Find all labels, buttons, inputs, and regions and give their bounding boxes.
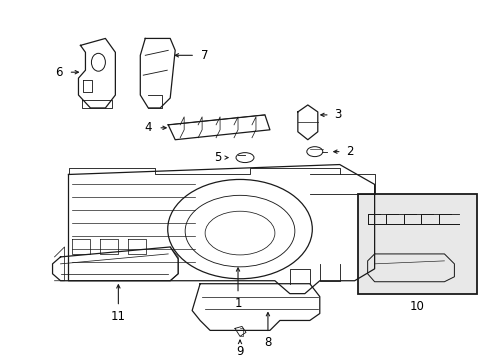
Text: 4: 4 [144, 121, 152, 134]
Text: 6: 6 [55, 66, 62, 79]
Text: 10: 10 [409, 300, 424, 313]
Text: 11: 11 [111, 310, 125, 323]
Text: 2: 2 [345, 145, 353, 158]
Text: 5: 5 [214, 151, 222, 164]
Text: 8: 8 [264, 336, 271, 349]
Text: 3: 3 [333, 108, 341, 121]
Text: 7: 7 [201, 49, 208, 62]
Bar [357, 194, 476, 294]
Text: 9: 9 [236, 345, 243, 358]
Text: 1: 1 [234, 297, 241, 310]
